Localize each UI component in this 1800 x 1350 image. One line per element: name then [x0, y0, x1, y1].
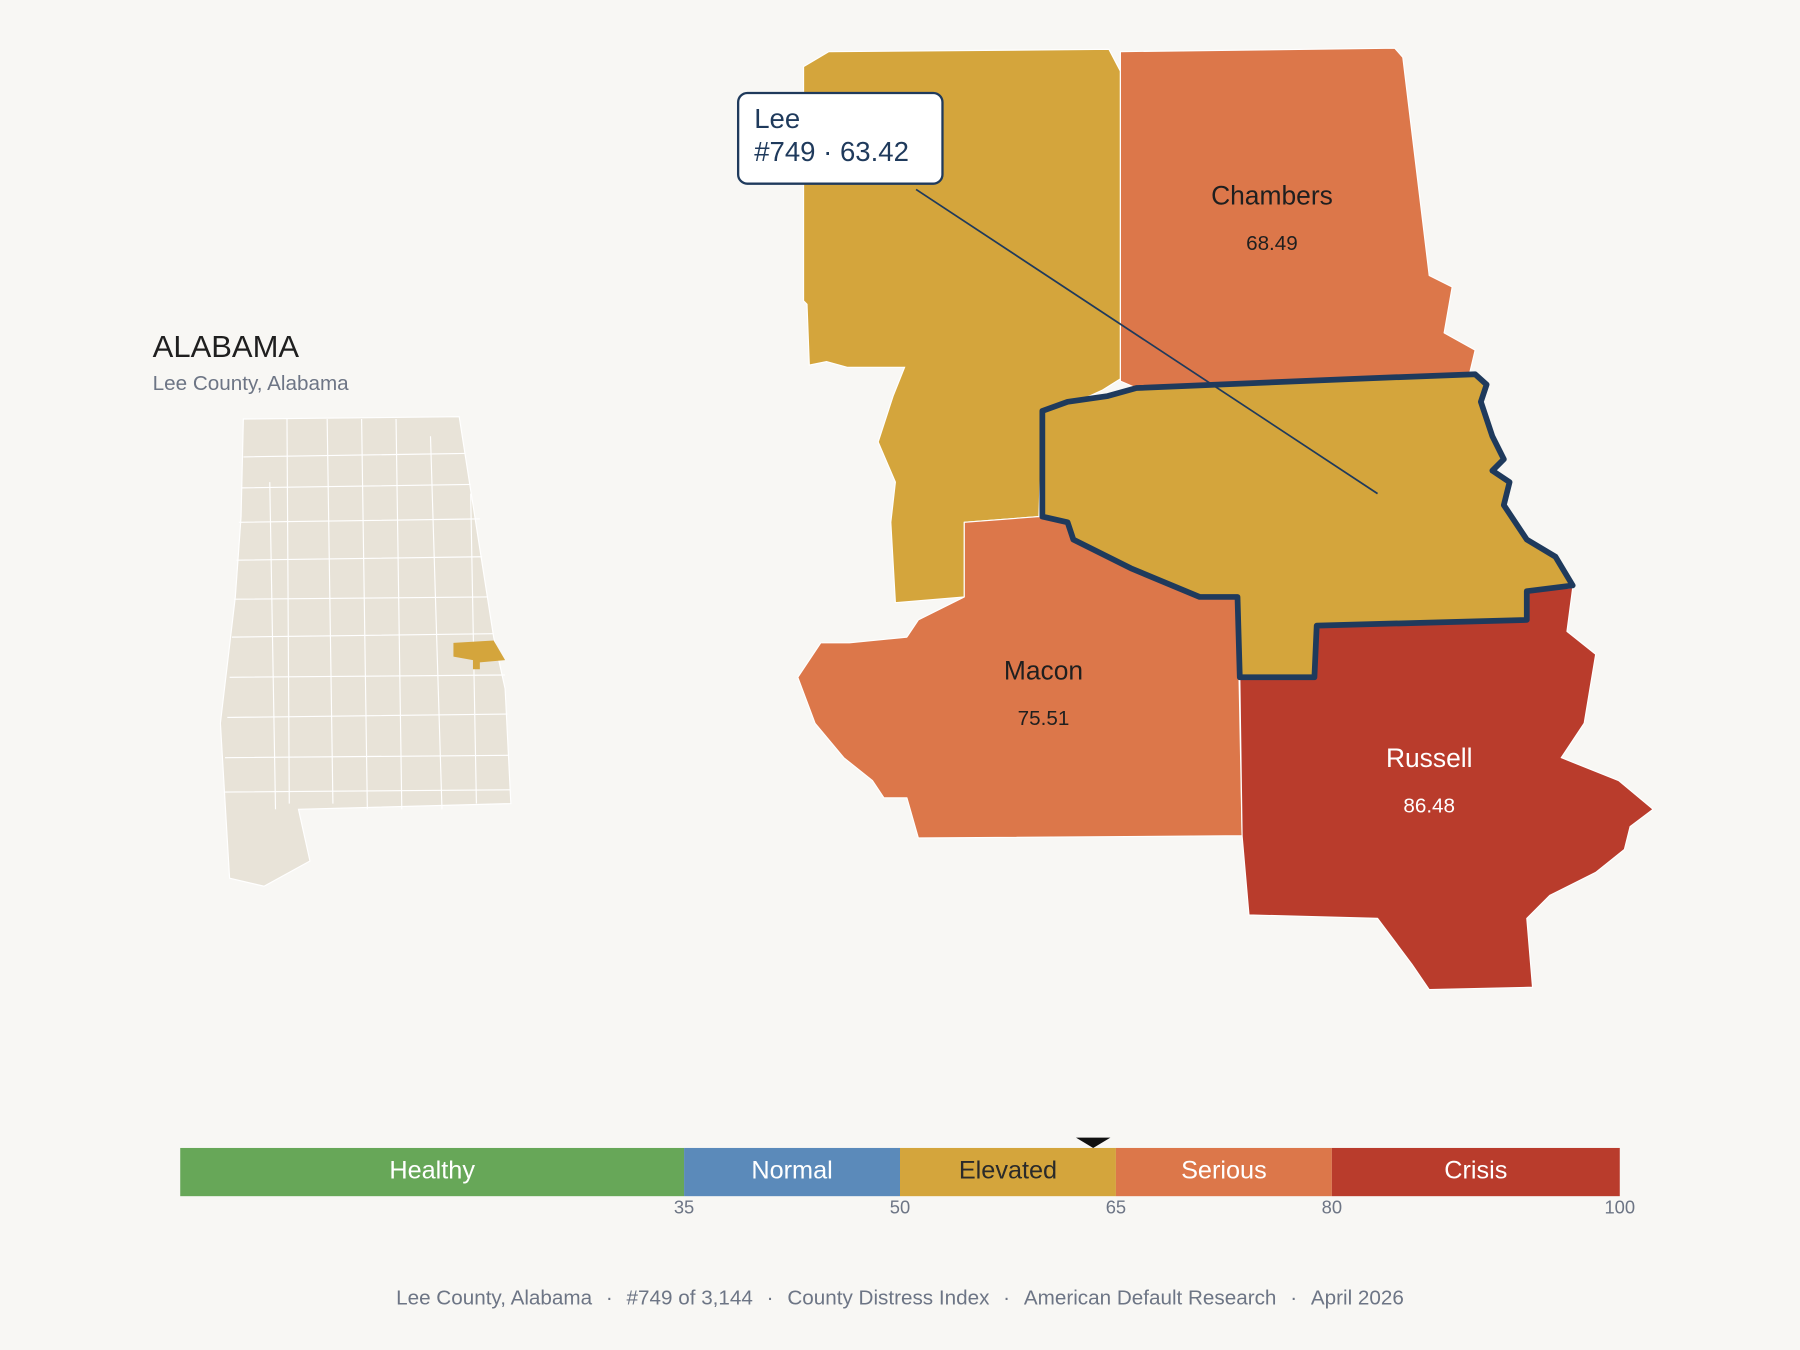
county-score: 68.49: [1246, 232, 1298, 255]
tooltip-detail: #749 · 63.42: [754, 136, 909, 167]
legend-band-label: Healthy: [389, 1157, 475, 1185]
legend-band: [684, 1147, 900, 1197]
legend: Healthy Normal Elevated Serious Crisis 35 50 65…: [180, 1137, 1635, 1218]
state-title: ALABAMA: [153, 329, 300, 364]
county-score: 75.51: [1018, 707, 1070, 730]
legend-band-label: Serious: [1181, 1157, 1267, 1185]
leader-line: [915, 188, 1379, 495]
selected-county: [1039, 371, 1576, 681]
tooltip-name: Lee: [754, 103, 800, 134]
highlight-county: [453, 640, 506, 670]
tooltip: Lee #749 · 63.42: [736, 91, 1379, 495]
footer-item: Lee County, Alabama: [396, 1287, 592, 1310]
legend-band: [1115, 1147, 1332, 1197]
footer-item: April 2026: [1311, 1287, 1404, 1310]
footer-separator: ·: [1003, 1287, 1010, 1310]
footer-separator: ·: [767, 1287, 774, 1310]
footer-separator: ·: [606, 1287, 613, 1310]
footer: Lee County, Alabama · #749 of 3,144 · County…: [396, 1287, 1404, 1310]
county-name: Russell: [1386, 743, 1473, 773]
tooltip-rank: #749: [754, 136, 815, 167]
legend-tick-label: 100: [1604, 1197, 1635, 1218]
legend-tick-label: 50: [890, 1197, 910, 1218]
tooltip-separator: ·: [823, 136, 832, 167]
county-name: Macon: [1004, 656, 1083, 686]
county-score: 86.48: [1403, 794, 1455, 817]
footer-item: County Distress Index: [787, 1287, 990, 1310]
county-map: Chambers 68.49 Macon 75.51 Russell 86.48: [797, 47, 1654, 991]
legend-tick-label: 80: [1322, 1197, 1342, 1218]
state-inset: [219, 416, 512, 887]
county: [1119, 47, 1476, 389]
footer-item: American Default Research: [1024, 1287, 1277, 1310]
legend-band-label: Normal: [751, 1157, 832, 1185]
legend-band: [900, 1147, 1116, 1197]
legend-tick-label: 65: [1106, 1197, 1126, 1218]
footer-item: #749 of 3,144: [627, 1287, 753, 1310]
legend-marker: [1075, 1137, 1111, 1148]
legend-band: [1331, 1147, 1620, 1197]
legend-band-label: Elevated: [959, 1157, 1057, 1185]
tooltip-box: [736, 91, 944, 185]
legend-band: [180, 1147, 685, 1197]
county-name: Chambers: [1211, 180, 1333, 210]
legend-tick-label: 35: [674, 1197, 694, 1218]
tooltip-score: 63.42: [840, 136, 909, 167]
state-shape: [219, 416, 512, 887]
state-subtitle: Lee County, Alabama: [153, 372, 349, 395]
legend-band-label: Crisis: [1444, 1157, 1507, 1185]
footer-separator: ·: [1290, 1287, 1297, 1310]
county-borders: [223, 418, 510, 810]
